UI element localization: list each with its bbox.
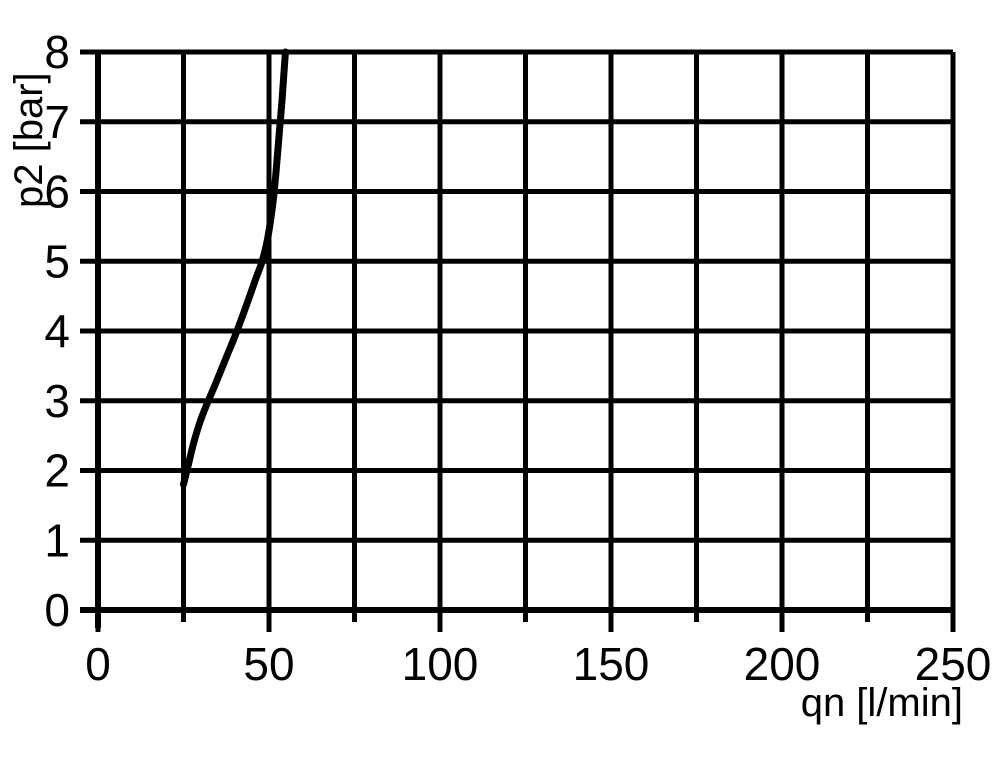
x-tick-label: 100 (402, 638, 479, 690)
y-tick-label: 1 (44, 514, 70, 566)
y-tick-label: 8 (44, 26, 70, 78)
y-axis-tick-labels: 0 1 2 3 4 5 6 7 8 (44, 26, 70, 636)
y-tick-label: 6 (44, 166, 70, 218)
data-curve (180, 48, 289, 488)
y-tick-label: 5 (44, 235, 70, 287)
x-tick-label: 200 (744, 638, 821, 690)
x-tick-label: 150 (573, 638, 650, 690)
y-axis-title: p2 [bar] (7, 72, 51, 208)
x-axis-tick-labels: 0 50 100 150 200 250 (85, 638, 991, 690)
y-tick-label: 7 (44, 96, 70, 148)
y-tick-label: 2 (44, 445, 70, 497)
y-tick-label: 4 (44, 305, 70, 357)
y-tick-label: 3 (44, 375, 70, 427)
x-axis-title: qn [l/min] (801, 681, 963, 725)
x-tick-label: 50 (243, 638, 294, 690)
y-tick-label: 0 (44, 584, 70, 636)
x-tick-label: 0 (85, 638, 111, 690)
x-tick-label: 250 (915, 638, 992, 690)
